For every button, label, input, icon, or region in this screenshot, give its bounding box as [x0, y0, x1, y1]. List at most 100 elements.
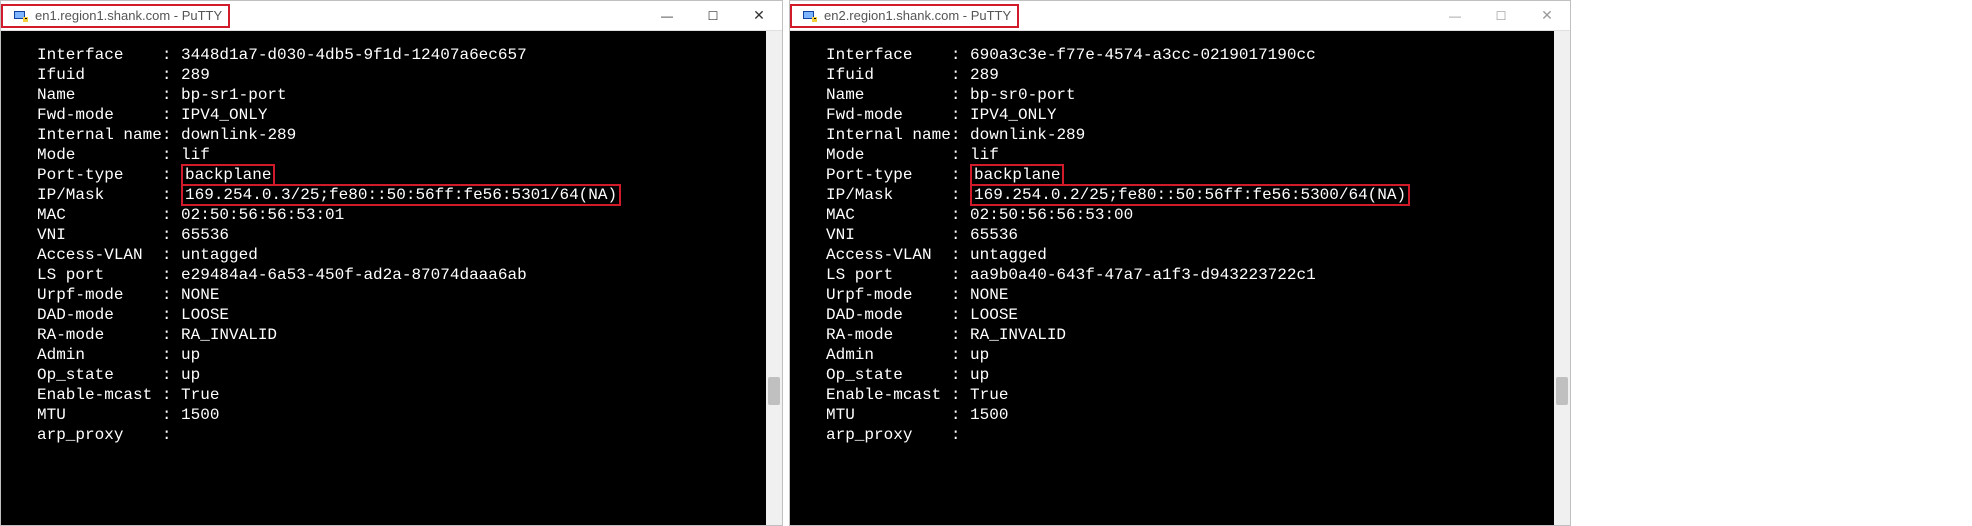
- output-row: Port-type:backplane: [826, 165, 1570, 185]
- title-highlight-box: en1.region1.shank.com - PuTTY: [1, 4, 230, 28]
- field-value: NONE: [960, 285, 1008, 305]
- field-value-highlight: 169.254.0.3/25;fe80::50:56ff:fe56:5301/6…: [181, 184, 621, 206]
- field-colon: :: [951, 225, 961, 245]
- output-row: Name:bp-sr1-port: [37, 85, 782, 105]
- field-value: downlink-289: [960, 125, 1085, 145]
- scrollbar[interactable]: [766, 31, 782, 525]
- field-key: Ifuid: [826, 65, 951, 85]
- field-colon: :: [162, 145, 172, 165]
- field-key: Port-type: [826, 165, 951, 185]
- titlebar[interactable]: en2.region1.shank.com - PuTTY — ☐ ✕: [790, 1, 1570, 31]
- field-colon: :: [162, 405, 172, 425]
- field-colon: :: [162, 265, 172, 285]
- field-key: arp_proxy: [37, 425, 162, 445]
- field-value: lif: [960, 145, 998, 165]
- output-row: RA-mode:RA_INVALID: [826, 325, 1570, 345]
- output-row: Op_state:up: [37, 365, 782, 385]
- field-colon: :: [951, 205, 961, 225]
- field-colon: :: [951, 385, 961, 405]
- field-key: MAC: [826, 205, 951, 225]
- field-colon: :: [162, 225, 172, 245]
- field-colon: :: [951, 245, 961, 265]
- field-colon: :: [162, 345, 172, 365]
- field-colon: :: [162, 365, 172, 385]
- field-colon: :: [951, 165, 961, 185]
- output-row: Name:bp-sr0-port: [826, 85, 1570, 105]
- scrollbar-thumb[interactable]: [768, 377, 780, 405]
- field-key: Port-type: [37, 165, 162, 185]
- output-row: Access-VLAN:untagged: [826, 245, 1570, 265]
- output-row: VNI:65536: [37, 225, 782, 245]
- field-colon: :: [162, 65, 172, 85]
- field-key: RA-mode: [826, 325, 951, 345]
- field-value: 02:50:56:56:53:00: [960, 205, 1133, 225]
- close-button[interactable]: ✕: [1524, 1, 1570, 31]
- field-value-highlight: backplane: [181, 164, 275, 186]
- field-colon: :: [951, 65, 961, 85]
- field-value: untagged: [171, 245, 257, 265]
- scrollbar[interactable]: [1554, 31, 1570, 525]
- output-row: RA-mode:RA_INVALID: [37, 325, 782, 345]
- scrollbar-thumb[interactable]: [1556, 377, 1568, 405]
- terminal-output[interactable]: Interface:690a3c3e-f77e-4574-a3cc-021901…: [790, 31, 1570, 525]
- field-colon: :: [162, 325, 172, 345]
- field-key: Urpf-mode: [37, 285, 162, 305]
- field-key: VNI: [826, 225, 951, 245]
- output-row: Op_state:up: [826, 365, 1570, 385]
- field-colon: :: [162, 385, 172, 405]
- field-key: IP/Mask: [826, 185, 951, 205]
- output-row: Urpf-mode:NONE: [826, 285, 1570, 305]
- field-key: arp_proxy: [826, 425, 951, 445]
- field-value: True: [171, 385, 219, 405]
- field-key: Admin: [37, 345, 162, 365]
- close-button[interactable]: ✕: [736, 1, 782, 31]
- field-colon: :: [951, 345, 961, 365]
- field-key: Internal name: [37, 125, 162, 145]
- output-row: arp_proxy:: [37, 425, 782, 445]
- field-value: bp-sr0-port: [960, 85, 1075, 105]
- field-colon: :: [162, 245, 172, 265]
- terminal-output[interactable]: Interface:3448d1a7-d030-4db5-9f1d-12407a…: [1, 31, 782, 525]
- output-row: MTU:1500: [37, 405, 782, 425]
- field-key: Fwd-mode: [37, 105, 162, 125]
- output-row: Ifuid:289: [37, 65, 782, 85]
- field-colon: :: [162, 105, 172, 125]
- output-row: Fwd-mode:IPV4_ONLY: [826, 105, 1570, 125]
- field-key: Ifuid: [37, 65, 162, 85]
- field-key: Mode: [37, 145, 162, 165]
- output-row: DAD-mode:LOOSE: [826, 305, 1570, 325]
- field-key: Access-VLAN: [826, 245, 951, 265]
- field-key: MAC: [37, 205, 162, 225]
- putty-icon: [802, 8, 818, 24]
- field-key: Op_state: [37, 365, 162, 385]
- field-value: up: [171, 345, 200, 365]
- field-value: True: [960, 385, 1008, 405]
- output-row: Admin:up: [37, 345, 782, 365]
- output-row: Port-type:backplane: [37, 165, 782, 185]
- field-colon: :: [951, 425, 961, 445]
- maximize-button[interactable]: ☐: [1478, 1, 1524, 31]
- output-row: VNI:65536: [826, 225, 1570, 245]
- field-value: 690a3c3e-f77e-4574-a3cc-0219017190cc: [960, 45, 1315, 65]
- field-key: IP/Mask: [37, 185, 162, 205]
- output-row: IP/Mask:169.254.0.2/25;fe80::50:56ff:fe5…: [826, 185, 1570, 205]
- maximize-button[interactable]: ☐: [690, 1, 736, 31]
- field-value: 289: [960, 65, 998, 85]
- field-key: DAD-mode: [826, 305, 951, 325]
- output-row: Interface:690a3c3e-f77e-4574-a3cc-021901…: [826, 45, 1570, 65]
- minimize-button[interactable]: —: [644, 1, 690, 31]
- field-key: VNI: [37, 225, 162, 245]
- output-row: Enable-mcast:True: [826, 385, 1570, 405]
- minimize-button[interactable]: —: [1432, 1, 1478, 31]
- field-value: LOOSE: [171, 305, 229, 325]
- field-colon: :: [162, 285, 172, 305]
- output-row: Internal name:downlink-289: [826, 125, 1570, 145]
- field-key: Admin: [826, 345, 951, 365]
- field-value: 65536: [171, 225, 229, 245]
- output-row: IP/Mask:169.254.0.3/25;fe80::50:56ff:fe5…: [37, 185, 782, 205]
- output-row: Enable-mcast:True: [37, 385, 782, 405]
- window-title: en1.region1.shank.com - PuTTY: [35, 8, 222, 23]
- field-colon: :: [951, 325, 961, 345]
- titlebar[interactable]: en1.region1.shank.com - PuTTY — ☐ ✕: [1, 1, 782, 31]
- field-value: 1500: [960, 405, 1008, 425]
